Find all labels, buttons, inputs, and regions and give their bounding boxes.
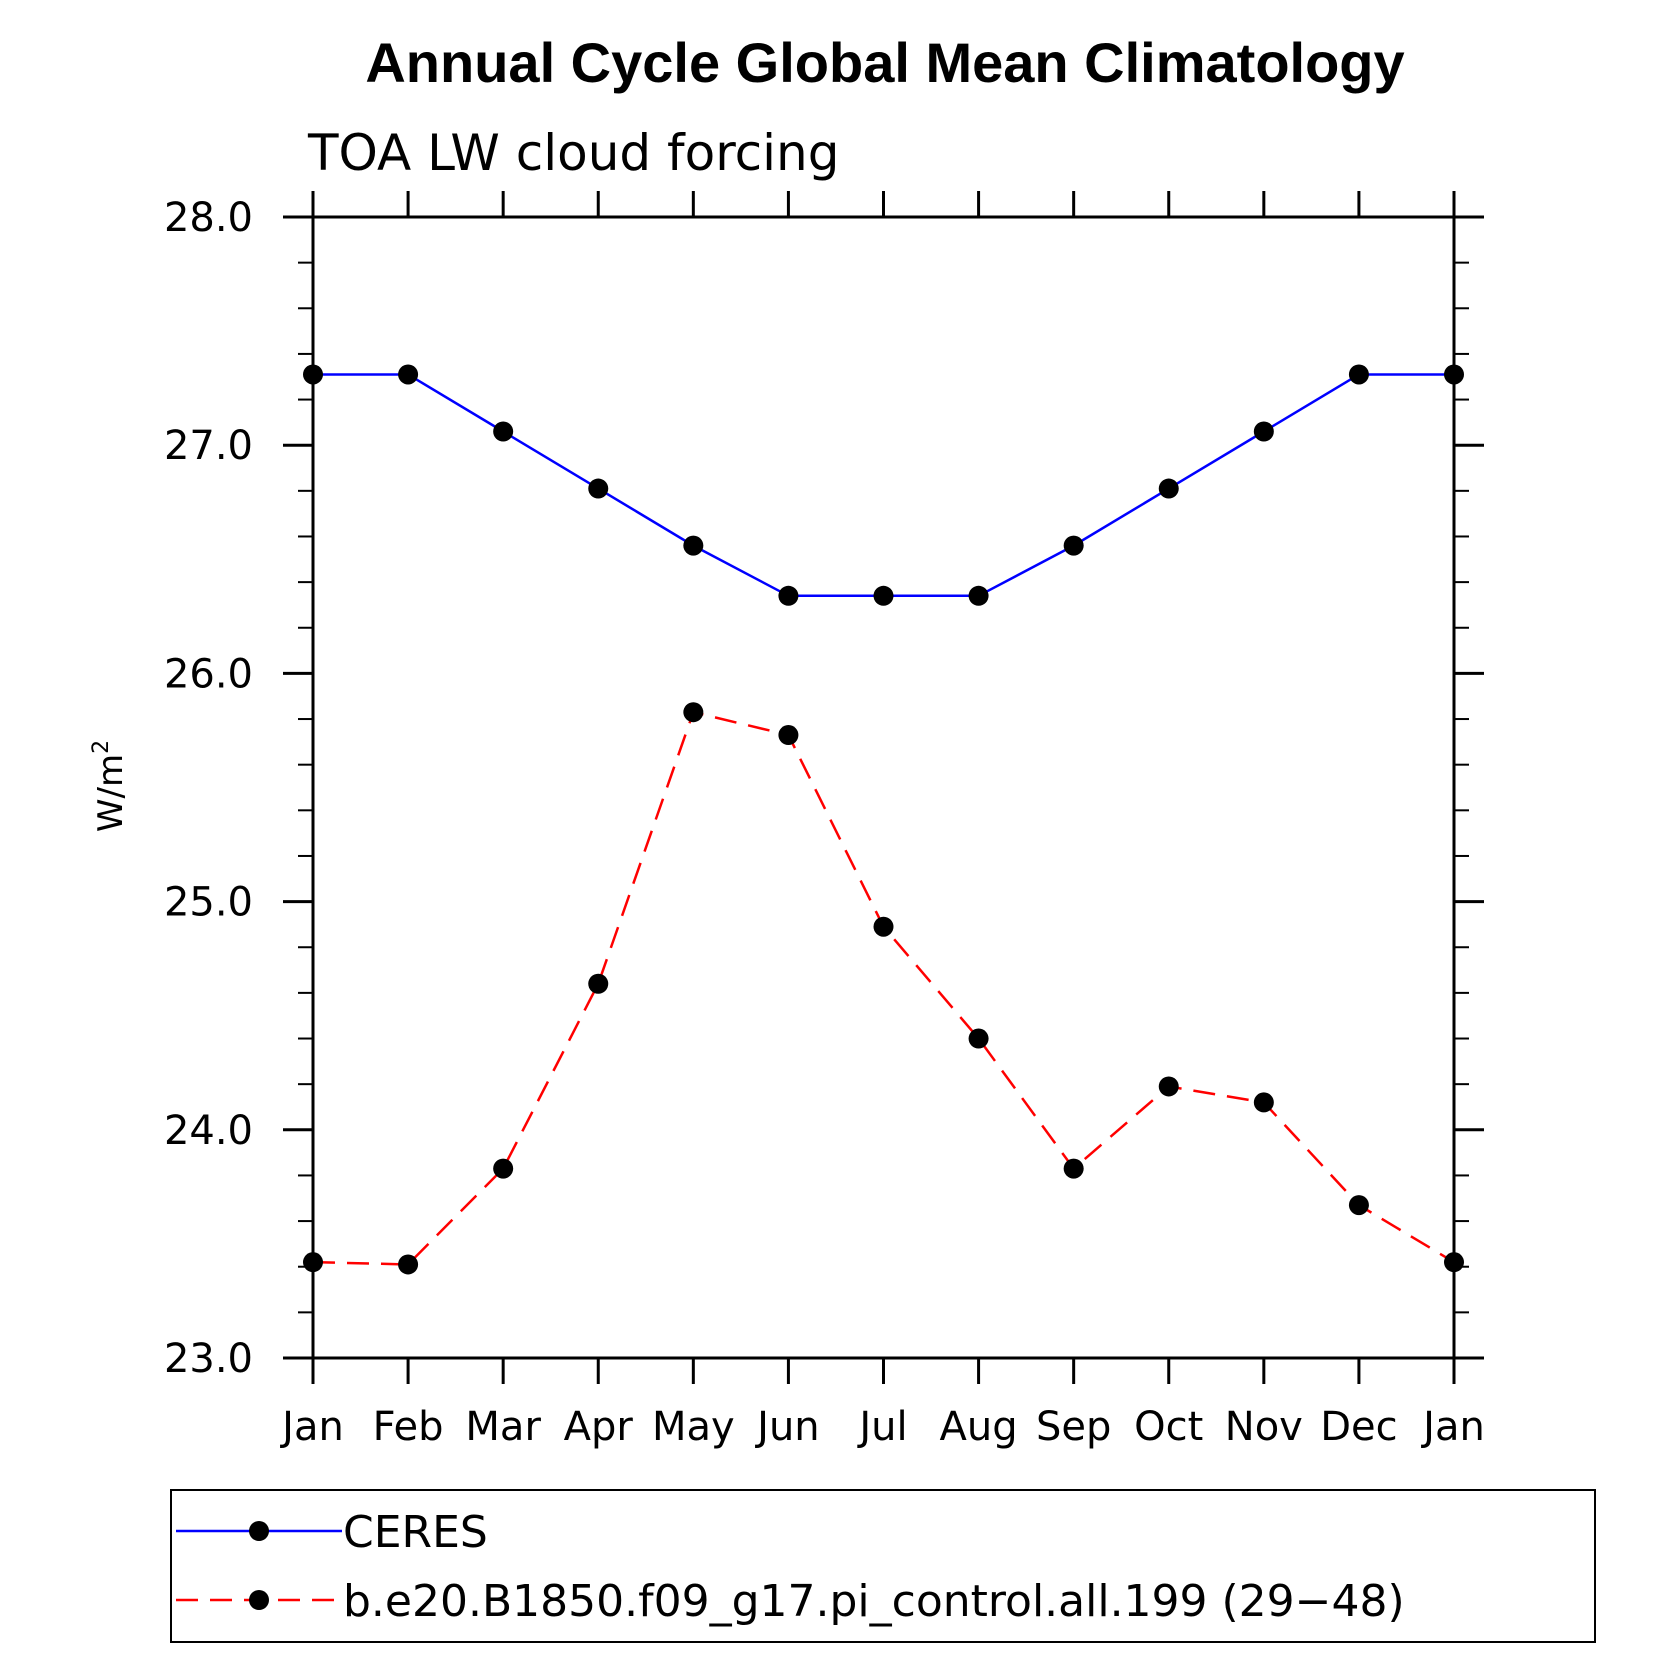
y-tick-label: 24.0 bbox=[164, 1108, 253, 1154]
data-point bbox=[1158, 1076, 1179, 1097]
series-line bbox=[312, 710, 1455, 1266]
ticks-layer bbox=[283, 191, 1484, 1384]
series-2 bbox=[303, 702, 1464, 1275]
x-tick-label: Apr bbox=[564, 1404, 634, 1450]
x-tick-label: Feb bbox=[373, 1404, 444, 1450]
chart-title: Annual Cycle Global Mean Climatology bbox=[365, 31, 1404, 94]
legend: CERES b.e20.B1850.f09_g17.pi_control.all.… bbox=[170, 1489, 1596, 1643]
y-tick-label: 28.0 bbox=[164, 195, 253, 241]
y-tick-label: 23.0 bbox=[164, 1336, 253, 1382]
y-axis-label-text: W/m bbox=[91, 754, 131, 832]
legend-label: CERES bbox=[343, 1507, 488, 1558]
x-tick-label: Mar bbox=[465, 1404, 541, 1450]
data-point bbox=[1063, 1158, 1084, 1179]
data-point bbox=[1253, 1092, 1274, 1113]
data-point bbox=[1348, 364, 1369, 385]
x-tick-label: Aug bbox=[940, 1404, 1018, 1450]
data-point bbox=[493, 421, 514, 442]
x-tick-label: Nov bbox=[1225, 1404, 1303, 1450]
x-tick-label: Jan bbox=[279, 1404, 344, 1450]
data-point bbox=[1348, 1195, 1369, 1216]
data-point bbox=[1063, 535, 1084, 556]
data-point bbox=[493, 1158, 514, 1179]
series-layer bbox=[303, 364, 1464, 1275]
data-point bbox=[1158, 478, 1179, 499]
x-tick-label: Dec bbox=[1320, 1404, 1397, 1450]
data-point bbox=[683, 535, 704, 556]
y-axis-label-superscript: 2 bbox=[89, 740, 114, 754]
legend-marker bbox=[249, 1590, 269, 1610]
y-tick-label: 26.0 bbox=[164, 651, 253, 697]
svg-text:W/m2: W/m2 bbox=[89, 740, 131, 832]
x-tick-label: Oct bbox=[1134, 1404, 1203, 1450]
x-tick-label: Sep bbox=[1036, 1404, 1111, 1450]
legend-box bbox=[170, 1489, 1596, 1643]
plot-frame bbox=[311, 215, 1456, 1360]
data-point bbox=[1444, 1252, 1464, 1273]
x-tick-label: Jun bbox=[754, 1404, 820, 1450]
data-point bbox=[303, 364, 323, 385]
data-point bbox=[873, 916, 894, 937]
data-point bbox=[778, 725, 799, 746]
data-point bbox=[683, 702, 704, 723]
chart-subtitle: TOA LW cloud forcing bbox=[307, 124, 839, 182]
data-point bbox=[588, 973, 609, 994]
x-tick-label: May bbox=[652, 1404, 735, 1450]
data-point bbox=[968, 585, 989, 606]
x-tick-label: Jul bbox=[856, 1404, 907, 1450]
data-point bbox=[398, 364, 419, 385]
legend-marker bbox=[249, 1521, 269, 1541]
data-point bbox=[588, 478, 609, 499]
y-tick-label: 25.0 bbox=[164, 880, 253, 926]
data-point bbox=[1253, 421, 1274, 442]
data-point bbox=[968, 1028, 989, 1049]
data-point bbox=[1444, 364, 1464, 385]
x-tick-labels: Jan Feb Mar Apr May Jun Jul Aug Sep Oct Nov Dec Jan bbox=[279, 1404, 1485, 1450]
y-tick-labels: 23.0 24.0 25.0 26.0 27.0 28.0 bbox=[164, 195, 253, 1382]
data-point bbox=[873, 585, 894, 606]
series-1 bbox=[303, 364, 1464, 606]
y-tick-label: 27.0 bbox=[164, 423, 253, 469]
legend-entry-1: CERES bbox=[176, 1507, 488, 1558]
legend-entry-2: b.e20.B1850.f09_g17.pi_control.all.199 (… bbox=[176, 1576, 1405, 1627]
x-tick-label: Jan bbox=[1420, 1404, 1485, 1450]
series-line bbox=[313, 373, 1454, 598]
data-point bbox=[778, 585, 799, 606]
y-axis-label: W/m2 bbox=[89, 740, 131, 832]
data-point bbox=[398, 1254, 419, 1275]
legend-label: b.e20.B1850.f09_g17.pi_control.all.199 (… bbox=[343, 1576, 1405, 1627]
legend-entries: CERES b.e20.B1850.f09_g17.pi_control.all.… bbox=[176, 1507, 1405, 1627]
data-point bbox=[303, 1252, 323, 1273]
